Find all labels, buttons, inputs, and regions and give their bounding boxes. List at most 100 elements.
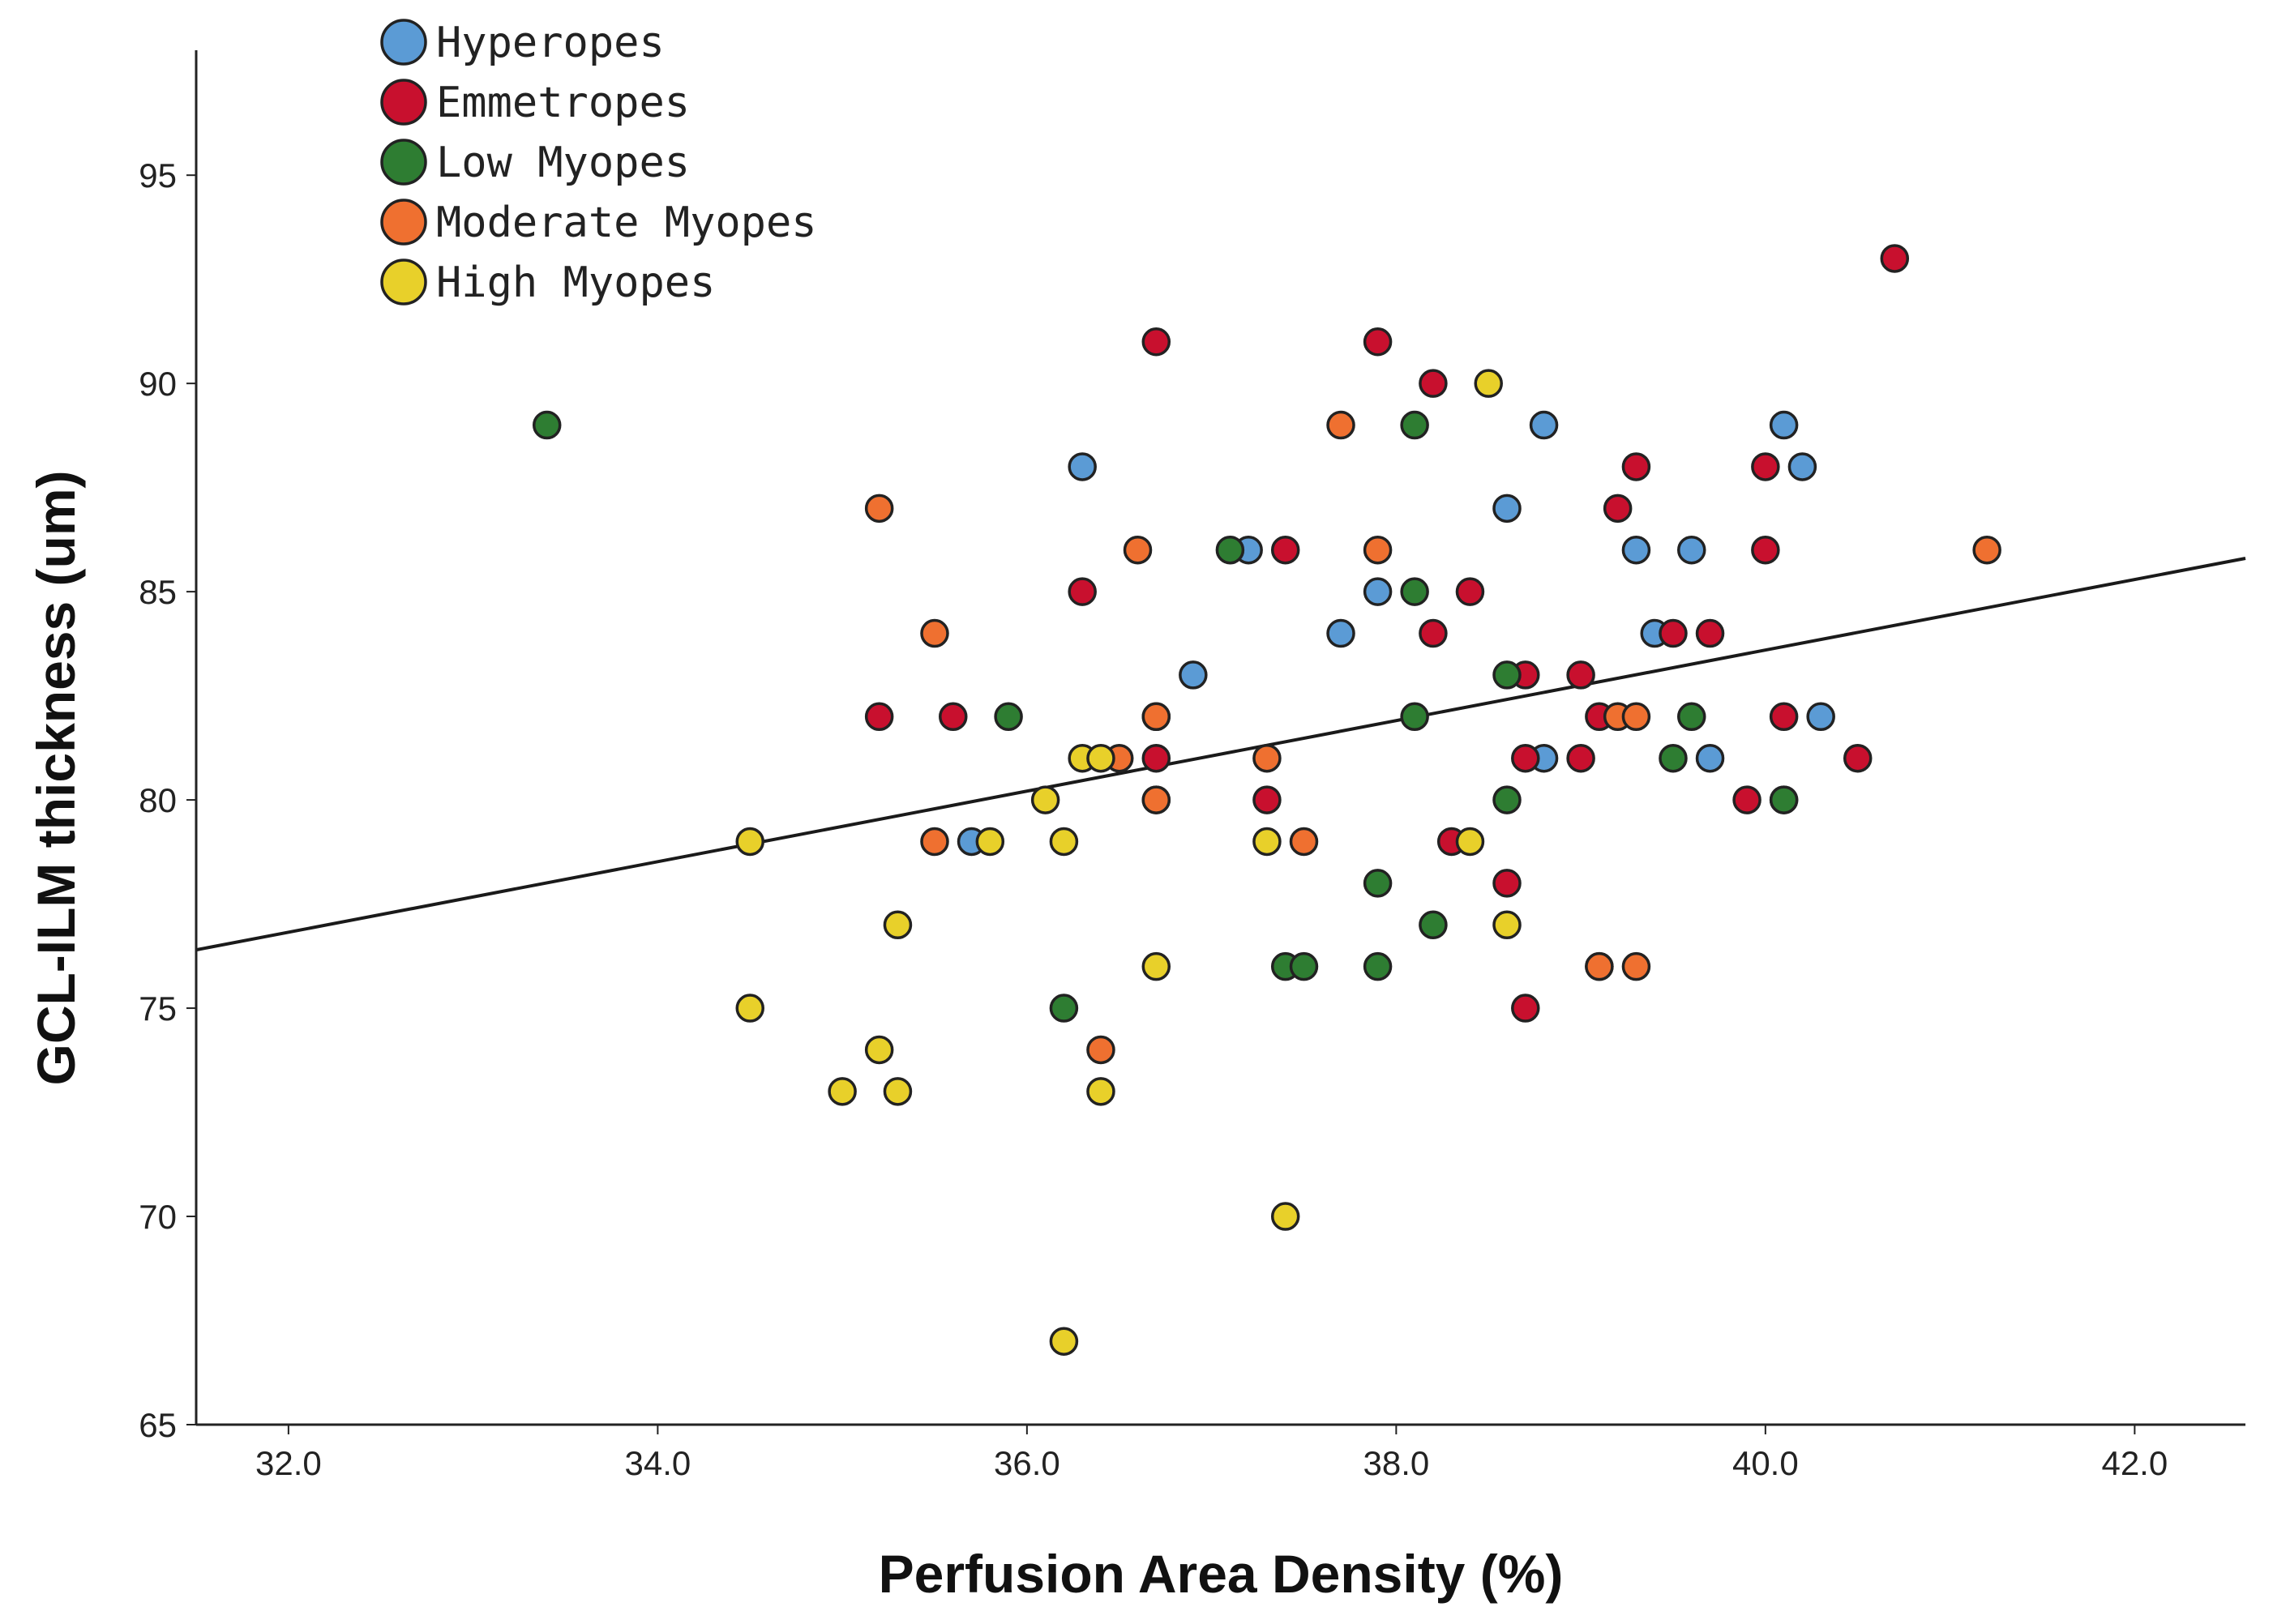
legend-marker-emmetropes [380, 79, 427, 126]
point-emmetropes [1141, 743, 1171, 773]
point-emmetropes [1732, 785, 1761, 814]
point-emmetropes [1511, 743, 1540, 773]
y-tick-label: 80 [139, 781, 177, 819]
point-emmetropes [1068, 577, 1097, 606]
point-moderate-myopes [1972, 535, 2001, 565]
y-tick-label: 70 [139, 1198, 177, 1236]
y-tick-label: 75 [139, 989, 177, 1028]
point-hyperopes [1787, 452, 1817, 481]
point-high-myopes [828, 1077, 857, 1106]
point-moderate-myopes [1252, 743, 1282, 773]
x-tick-label: 34.0 [624, 1444, 691, 1482]
y-ticks: 65 70 75 80 85 90 95 [139, 156, 196, 1444]
point-emmetropes [1695, 618, 1725, 648]
point-moderate-myopes [1585, 951, 1614, 981]
point-moderate-myopes [1086, 1035, 1115, 1065]
point-high-myopes [1049, 1327, 1079, 1356]
point-high-myopes [975, 827, 1005, 857]
y-axis-title: GCL-ILM thickness (um) [26, 470, 86, 1085]
fit-line-layer [195, 557, 2246, 952]
point-hyperopes [1326, 618, 1355, 648]
point-emmetropes [1566, 743, 1595, 773]
point-emmetropes [1751, 535, 1780, 565]
point-high-myopes [864, 1035, 894, 1065]
point-moderate-myopes [1289, 827, 1319, 857]
point-high-myopes [1455, 827, 1485, 857]
point-hyperopes [1769, 410, 1799, 440]
point-moderate-myopes [920, 618, 949, 648]
point-emmetropes [1141, 327, 1171, 357]
point-hyperopes [1363, 577, 1393, 606]
point-high-myopes [883, 1077, 913, 1106]
x-tick-label: 36.0 [994, 1444, 1060, 1482]
point-low-myopes [1049, 994, 1079, 1023]
x-ticks: 32.0 34.0 36.0 38.0 40.0 42.0 [255, 1425, 2168, 1482]
x-tick-label: 40.0 [1732, 1444, 1799, 1482]
y-tick-label: 95 [139, 156, 177, 194]
point-emmetropes [939, 702, 968, 732]
legend-marker-low-myopes [380, 139, 427, 186]
point-emmetropes [864, 702, 894, 732]
legend-label-low-myopes: Low Myopes [436, 139, 690, 187]
point-high-myopes [1492, 910, 1522, 940]
x-tick-label: 32.0 [255, 1444, 322, 1482]
point-emmetropes [1419, 618, 1448, 648]
point-moderate-myopes [1363, 535, 1393, 565]
point-high-myopes [883, 910, 913, 940]
point-hyperopes [1529, 410, 1559, 440]
point-low-myopes [1400, 702, 1429, 732]
legend-label-moderate-myopes: Moderate Myopes [436, 199, 817, 247]
point-hyperopes [1179, 660, 1208, 690]
point-moderate-myopes [1123, 535, 1153, 565]
point-emmetropes [1419, 369, 1448, 398]
point-emmetropes [1252, 785, 1282, 814]
point-emmetropes [1492, 869, 1522, 898]
point-emmetropes [1621, 452, 1651, 481]
x-tick-label: 38.0 [1363, 1444, 1429, 1482]
point-high-myopes [1141, 951, 1171, 981]
legend-label-hyperopes: Hyperopes [436, 19, 665, 67]
y-tick-label: 85 [139, 573, 177, 611]
axes-layer [195, 50, 2245, 1426]
point-emmetropes [1455, 577, 1485, 606]
point-emmetropes [1880, 244, 1910, 273]
point-moderate-myopes [864, 494, 894, 524]
point-moderate-myopes [1326, 410, 1355, 440]
point-moderate-myopes [1141, 702, 1171, 732]
point-low-myopes [994, 702, 1023, 732]
point-moderate-myopes [1141, 785, 1171, 814]
point-hyperopes [1621, 535, 1651, 565]
y-tick-label: 90 [139, 365, 177, 403]
point-emmetropes [1843, 743, 1873, 773]
point-moderate-myopes [1621, 951, 1651, 981]
x-tick-label: 42.0 [2101, 1444, 2168, 1482]
point-hyperopes [1695, 743, 1725, 773]
point-emmetropes [1603, 494, 1633, 524]
point-high-myopes [1474, 369, 1503, 398]
point-high-myopes [735, 994, 764, 1023]
point-moderate-myopes [920, 827, 949, 857]
point-low-myopes [1492, 785, 1522, 814]
point-hyperopes [1068, 452, 1097, 481]
point-emmetropes [1751, 452, 1780, 481]
points-layer [532, 244, 2001, 1356]
point-low-myopes [1400, 577, 1429, 606]
point-low-myopes [532, 410, 562, 440]
point-high-myopes [1252, 827, 1282, 857]
point-low-myopes [1363, 951, 1393, 981]
point-emmetropes [1566, 660, 1595, 690]
point-low-myopes [1363, 869, 1393, 898]
legend-marker-hyperopes [380, 19, 427, 66]
legend: Hyperopes Emmetropes Low Myopes Moderate My… [380, 19, 817, 307]
point-high-myopes [735, 827, 764, 857]
legend-label-high-myopes: High Myopes [436, 259, 715, 307]
point-hyperopes [1492, 494, 1522, 524]
point-moderate-myopes [1621, 702, 1651, 732]
point-high-myopes [1270, 1202, 1300, 1231]
legend-label-emmetropes: Emmetropes [436, 79, 690, 127]
point-low-myopes [1400, 410, 1429, 440]
regression-line [195, 557, 2246, 952]
legend-marker-high-myopes [380, 259, 427, 306]
